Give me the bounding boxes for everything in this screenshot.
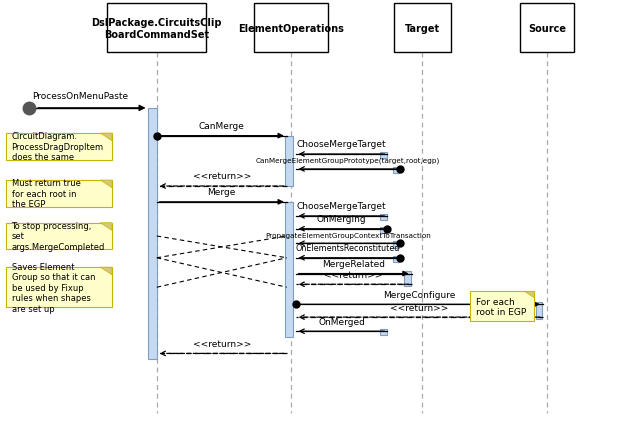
Text: Target: Target xyxy=(405,24,440,34)
Text: CircuitDiagram.
ProcessDragDropItem
does the same: CircuitDiagram. ProcessDragDropItem does… xyxy=(12,132,104,162)
Text: OnElementsReconstituted: OnElementsReconstituted xyxy=(296,244,400,253)
FancyBboxPatch shape xyxy=(520,4,575,53)
FancyBboxPatch shape xyxy=(470,292,534,322)
FancyBboxPatch shape xyxy=(393,242,399,248)
Text: <<return>>: <<return>> xyxy=(193,339,251,348)
Text: DslPackage.CircuitsClip
BoardCommandSet: DslPackage.CircuitsClip BoardCommandSet xyxy=(92,18,222,40)
FancyBboxPatch shape xyxy=(255,4,328,53)
Text: <<return>>: <<return>> xyxy=(324,270,383,279)
FancyBboxPatch shape xyxy=(380,214,387,221)
Text: OnMerging: OnMerging xyxy=(317,215,366,224)
Text: ChooseMergeTarget: ChooseMergeTarget xyxy=(296,202,387,211)
FancyBboxPatch shape xyxy=(147,109,157,359)
FancyBboxPatch shape xyxy=(6,268,112,308)
FancyBboxPatch shape xyxy=(6,134,112,160)
FancyBboxPatch shape xyxy=(107,4,206,53)
Text: <<return>>: <<return>> xyxy=(390,303,449,312)
FancyBboxPatch shape xyxy=(394,4,451,53)
Text: For each
root in EGP: For each root in EGP xyxy=(476,297,526,317)
Text: MergeRelated: MergeRelated xyxy=(322,259,385,268)
Text: Merge: Merge xyxy=(207,188,236,197)
Polygon shape xyxy=(525,292,534,298)
FancyBboxPatch shape xyxy=(380,153,387,159)
Text: OnMerged: OnMerged xyxy=(318,317,365,326)
Text: Must return true
for each root in
the EGP: Must return true for each root in the EG… xyxy=(12,179,81,209)
FancyBboxPatch shape xyxy=(285,202,293,337)
Text: ChooseMergeTarget: ChooseMergeTarget xyxy=(296,140,387,149)
Text: To stop processing,
set
args.MergeCompleted: To stop processing, set args.MergeComple… xyxy=(12,222,105,251)
FancyBboxPatch shape xyxy=(536,302,542,320)
FancyBboxPatch shape xyxy=(6,181,112,207)
Text: ProcessOnMenuPaste: ProcessOnMenuPaste xyxy=(32,92,128,101)
Text: CanMergeElementGroupPrototype(target,root,egp): CanMergeElementGroupPrototype(target,roo… xyxy=(256,158,440,164)
Text: CanMerge: CanMerge xyxy=(199,122,244,131)
FancyBboxPatch shape xyxy=(393,167,399,174)
FancyBboxPatch shape xyxy=(404,272,411,287)
Polygon shape xyxy=(100,223,112,231)
Polygon shape xyxy=(100,268,112,275)
Text: Saves Element
Group so that it can
be used by Fixup
rules when shapes
are set up: Saves Element Group so that it can be us… xyxy=(12,262,95,313)
Text: <<return>>: <<return>> xyxy=(193,172,251,181)
Polygon shape xyxy=(100,181,112,188)
FancyBboxPatch shape xyxy=(285,136,293,187)
Text: Source: Source xyxy=(528,24,566,34)
FancyBboxPatch shape xyxy=(6,223,112,250)
FancyBboxPatch shape xyxy=(393,256,399,262)
Polygon shape xyxy=(100,134,112,141)
FancyBboxPatch shape xyxy=(380,329,387,336)
Text: PropagateElementGroupContextToTransaction: PropagateElementGroupContextToTransactio… xyxy=(265,232,431,238)
FancyBboxPatch shape xyxy=(380,227,387,233)
Text: MergeConfigure: MergeConfigure xyxy=(383,290,456,299)
Text: ElementOperations: ElementOperations xyxy=(238,24,344,34)
